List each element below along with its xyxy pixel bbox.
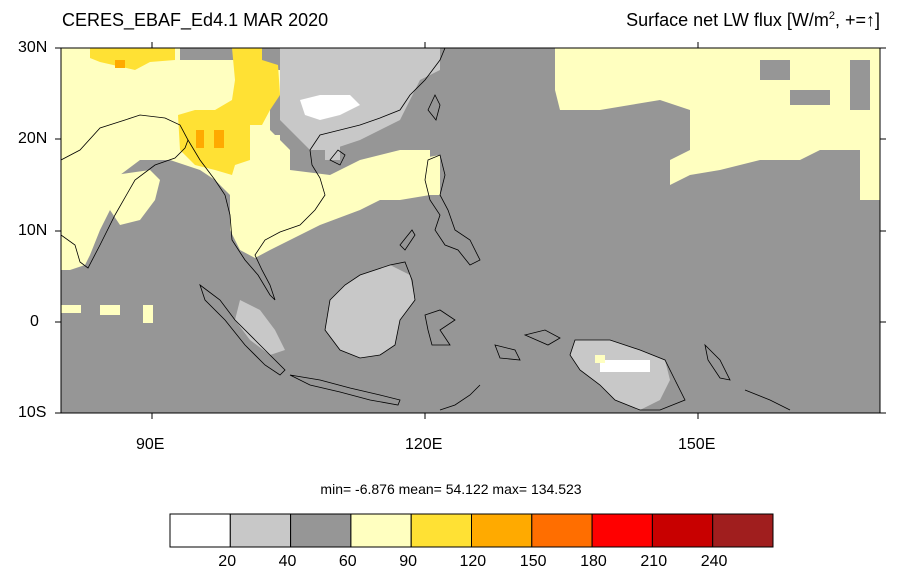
coastline-taiwan xyxy=(427,94,441,121)
warm-patch xyxy=(595,355,605,363)
colorbar-box xyxy=(350,513,412,548)
cold-patch xyxy=(600,360,650,372)
cool-patch xyxy=(760,60,790,80)
colorbar-label: 240 xyxy=(700,553,728,570)
warm-patch xyxy=(61,305,81,313)
coastlines xyxy=(61,48,791,411)
coastline-new-britain xyxy=(704,343,731,381)
warm-region-pacific xyxy=(555,48,880,200)
cool-patch xyxy=(325,140,340,160)
very-hot-patch xyxy=(214,130,224,148)
colorbar-label: 20 xyxy=(218,553,237,570)
hot-region-north xyxy=(90,48,175,70)
colorbar-box xyxy=(471,513,533,548)
stats-summary: min= -6.876 mean= 54.122 max= 134.523 xyxy=(320,481,582,497)
colorbar-box xyxy=(169,513,231,548)
coastline-island xyxy=(494,344,521,361)
lat-label-30n: 30N xyxy=(18,39,48,56)
colorbar-label: 120 xyxy=(459,553,487,570)
cold-patch xyxy=(300,95,360,120)
colorbar-box xyxy=(591,513,653,548)
coastline-island xyxy=(523,329,561,346)
lon-label-90e: 90E xyxy=(136,436,165,453)
lon-label-120e: 120E xyxy=(405,436,443,453)
coastline-palawan xyxy=(399,229,416,251)
lat-label-10s: 10S xyxy=(18,404,47,421)
coastline-timor xyxy=(439,384,481,411)
cool-region-sumatra xyxy=(235,300,285,355)
coastline-new-guinea xyxy=(569,339,686,411)
colorbar-label: 60 xyxy=(338,553,357,570)
colorbar-label: 210 xyxy=(640,553,668,570)
cool-patch xyxy=(850,60,870,110)
colorbar-box xyxy=(651,513,714,548)
colorbar-label: 40 xyxy=(278,553,297,570)
colorbar-box xyxy=(229,513,292,548)
cool-region-borneo xyxy=(325,265,415,358)
warm-patch xyxy=(143,305,153,323)
coastline-philippines xyxy=(424,154,481,266)
colorbar xyxy=(169,513,774,548)
cool-patch xyxy=(790,90,830,105)
colorbar-label: 90 xyxy=(399,553,417,570)
colorbar-box xyxy=(531,513,593,548)
coastline-india xyxy=(61,114,189,269)
warm-patch xyxy=(100,305,120,315)
map-title-dataset: CERES_EBAF_Ed4.1 MAR 2020 xyxy=(62,10,329,30)
very-hot-patch xyxy=(115,60,125,68)
very-hot-patch xyxy=(196,130,204,148)
lat-ticks xyxy=(55,47,886,414)
lon-ticks xyxy=(151,42,699,419)
lat-label-0: 0 xyxy=(30,313,39,330)
cool-region-china xyxy=(280,48,440,150)
map-title-variable: Surface net LW flux [W/m2, +=↑] xyxy=(626,10,880,30)
warm-patch xyxy=(110,170,160,225)
colorbar-label: 150 xyxy=(519,553,547,570)
coastline-hainan xyxy=(329,149,346,166)
lat-label-20n: 20N xyxy=(18,130,48,147)
colorbar-box xyxy=(712,513,774,548)
coastline-sumatra xyxy=(199,283,286,376)
coastline-borneo xyxy=(324,261,416,359)
colorbar-label: 180 xyxy=(580,553,607,570)
colorbar-box xyxy=(290,513,352,548)
coastline-mainland-asia xyxy=(187,48,446,301)
coastline-sulawesi xyxy=(424,309,456,346)
lon-label-150e: 150E xyxy=(678,436,716,453)
warm-patch xyxy=(250,135,280,175)
lat-label-10n: 10N xyxy=(18,222,48,239)
coastline-java xyxy=(289,374,401,406)
colorbar-box xyxy=(410,513,473,548)
flux-field xyxy=(61,48,880,410)
coastline-solomons xyxy=(744,389,791,411)
